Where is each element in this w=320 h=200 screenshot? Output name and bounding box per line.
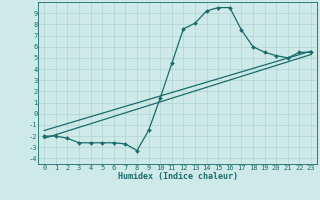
X-axis label: Humidex (Indice chaleur): Humidex (Indice chaleur)	[118, 172, 238, 181]
